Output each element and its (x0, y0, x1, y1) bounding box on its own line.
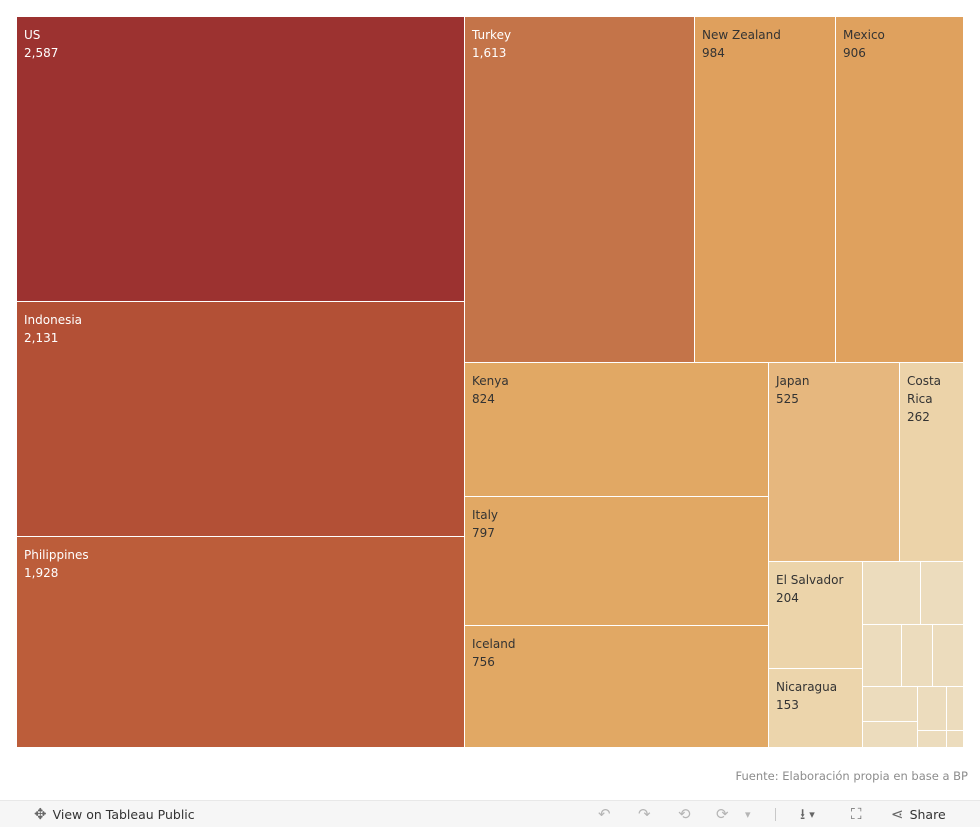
treemap-tile-small[interactable] (947, 687, 964, 731)
tile-value: 262 (907, 410, 930, 424)
share-label: Share (909, 807, 946, 822)
tile-country-name: Kenya (472, 374, 509, 388)
treemap-tile-small[interactable] (863, 562, 921, 625)
download-icon: ⭳ (800, 805, 806, 823)
tile-country-name: Indonesia (24, 313, 83, 327)
treemap-tile-small[interactable] (863, 687, 918, 722)
tile-label: Kenya 824 (472, 372, 764, 408)
redo-button[interactable]: ↷ (638, 801, 651, 828)
forward-button[interactable]: ⟳ (716, 801, 729, 828)
tile-value: 204 (776, 591, 799, 605)
tile-value: 906 (843, 46, 866, 60)
tile-label: Iceland 756 (472, 635, 764, 671)
tableau-toolbar: ✥ View on Tableau Public ↶ ↷ ⟲ ⟳ ▾ ⭳ ▾ ⛶… (0, 800, 980, 827)
treemap-tile-el-salvador[interactable]: El Salvador 204 (769, 562, 863, 669)
treemap-chart: US 2,587 Indonesia 2,131 Philippines 1,928 Tur… (17, 17, 964, 748)
treemap-tile-mexico[interactable]: Mexico 906 (836, 17, 964, 363)
forward-icon: ⟳ (716, 805, 729, 823)
tile-label: Philippines 1,928 (24, 546, 460, 582)
fullscreen-icon: ⛶ (851, 805, 862, 823)
tile-country-name: Mexico (843, 28, 885, 42)
fullscreen-button[interactable]: ⛶ (851, 801, 862, 828)
tile-value: 153 (776, 698, 799, 712)
tile-country-name: US (24, 28, 41, 42)
redo-icon: ↷ (638, 805, 651, 823)
tile-label: Mexico 906 (843, 26, 959, 62)
treemap-tile-small[interactable] (947, 731, 964, 748)
tile-label: New Zealand 984 (702, 26, 831, 62)
treemap-tile-italy[interactable]: Italy 797 (465, 497, 769, 626)
tile-label: Italy 797 (472, 506, 764, 542)
tile-value: 1,928 (24, 566, 59, 580)
pause-updates-dropdown[interactable]: ▾ (745, 801, 751, 828)
treemap-tile-iceland[interactable]: Iceland 756 (465, 626, 769, 748)
share-icon: ⋖ (891, 805, 904, 823)
tile-country-name: Japan (776, 374, 810, 388)
tile-value: 756 (472, 655, 495, 669)
tile-country-name: Turkey (472, 28, 512, 42)
download-button[interactable]: ⭳ ▾ (800, 801, 815, 828)
tile-country-name: Italy (472, 508, 499, 522)
revert-button[interactable]: ⟲ (678, 801, 691, 828)
share-button[interactable]: ⋖ Share (891, 801, 946, 828)
tile-value: 2,131 (24, 331, 59, 345)
treemap-tile-small[interactable] (863, 625, 902, 687)
tile-label: Turkey 1,613 (472, 26, 690, 62)
view-on-tableau-link[interactable]: ✥ View on Tableau Public (34, 801, 195, 828)
undo-button[interactable]: ↶ (598, 801, 611, 828)
tile-country-name: Nicaragua (776, 680, 838, 694)
tile-value: 824 (472, 392, 495, 406)
tile-country-name: El Salvador (776, 573, 844, 587)
tile-label: Japan 525 (776, 372, 895, 408)
treemap-tile-turkey[interactable]: Turkey 1,613 (465, 17, 695, 363)
tableau-icon: ✥ (34, 805, 47, 823)
caret-down-icon: ▾ (809, 808, 815, 821)
tile-label: US 2,587 (24, 26, 460, 62)
tile-label: Indonesia 2,131 (24, 311, 460, 347)
tile-label: Costa Rica 262 (907, 372, 959, 426)
treemap-tile-small[interactable] (918, 731, 947, 748)
tile-country-name: Costa Rica (907, 374, 942, 406)
treemap-tile-small[interactable] (921, 562, 964, 625)
treemap-tile-small[interactable] (918, 687, 947, 731)
caret-down-icon: ▾ (745, 808, 751, 821)
tile-value: 2,587 (24, 46, 59, 60)
treemap-tile-small[interactable] (933, 625, 964, 687)
undo-icon: ↶ (598, 805, 611, 823)
treemap-tile-new-zealand[interactable]: New Zealand 984 (695, 17, 836, 363)
tile-country-name: Philippines (24, 548, 89, 562)
treemap-tile-indonesia[interactable]: Indonesia 2,131 (17, 302, 465, 537)
toolbar-divider (775, 808, 776, 821)
tile-label: El Salvador 204 (776, 571, 858, 607)
tile-value: 1,613 (472, 46, 507, 60)
view-on-tableau-label: View on Tableau Public (52, 807, 195, 822)
revert-icon: ⟲ (678, 805, 691, 823)
treemap-tile-japan[interactable]: Japan 525 (769, 363, 900, 562)
tile-value: 525 (776, 392, 799, 406)
tile-country-name: New Zealand (702, 28, 781, 42)
tile-value: 984 (702, 46, 725, 60)
treemap-tile-small[interactable] (863, 722, 918, 748)
treemap-tile-small[interactable] (902, 625, 933, 687)
tile-country-name: Iceland (472, 637, 516, 651)
treemap-tile-philippines[interactable]: Philippines 1,928 (17, 537, 465, 748)
tile-value: 797 (472, 526, 495, 540)
tile-label: Nicaragua 153 (776, 678, 858, 714)
source-note: Fuente: Elaboración propia en base a BP (735, 769, 969, 783)
treemap-tile-kenya[interactable]: Kenya 824 (465, 363, 769, 497)
treemap-tile-us[interactable]: US 2,587 (17, 17, 465, 302)
treemap-tile-costa-rica[interactable]: Costa Rica 262 (900, 363, 964, 562)
treemap-tile-nicaragua[interactable]: Nicaragua 153 (769, 669, 863, 748)
